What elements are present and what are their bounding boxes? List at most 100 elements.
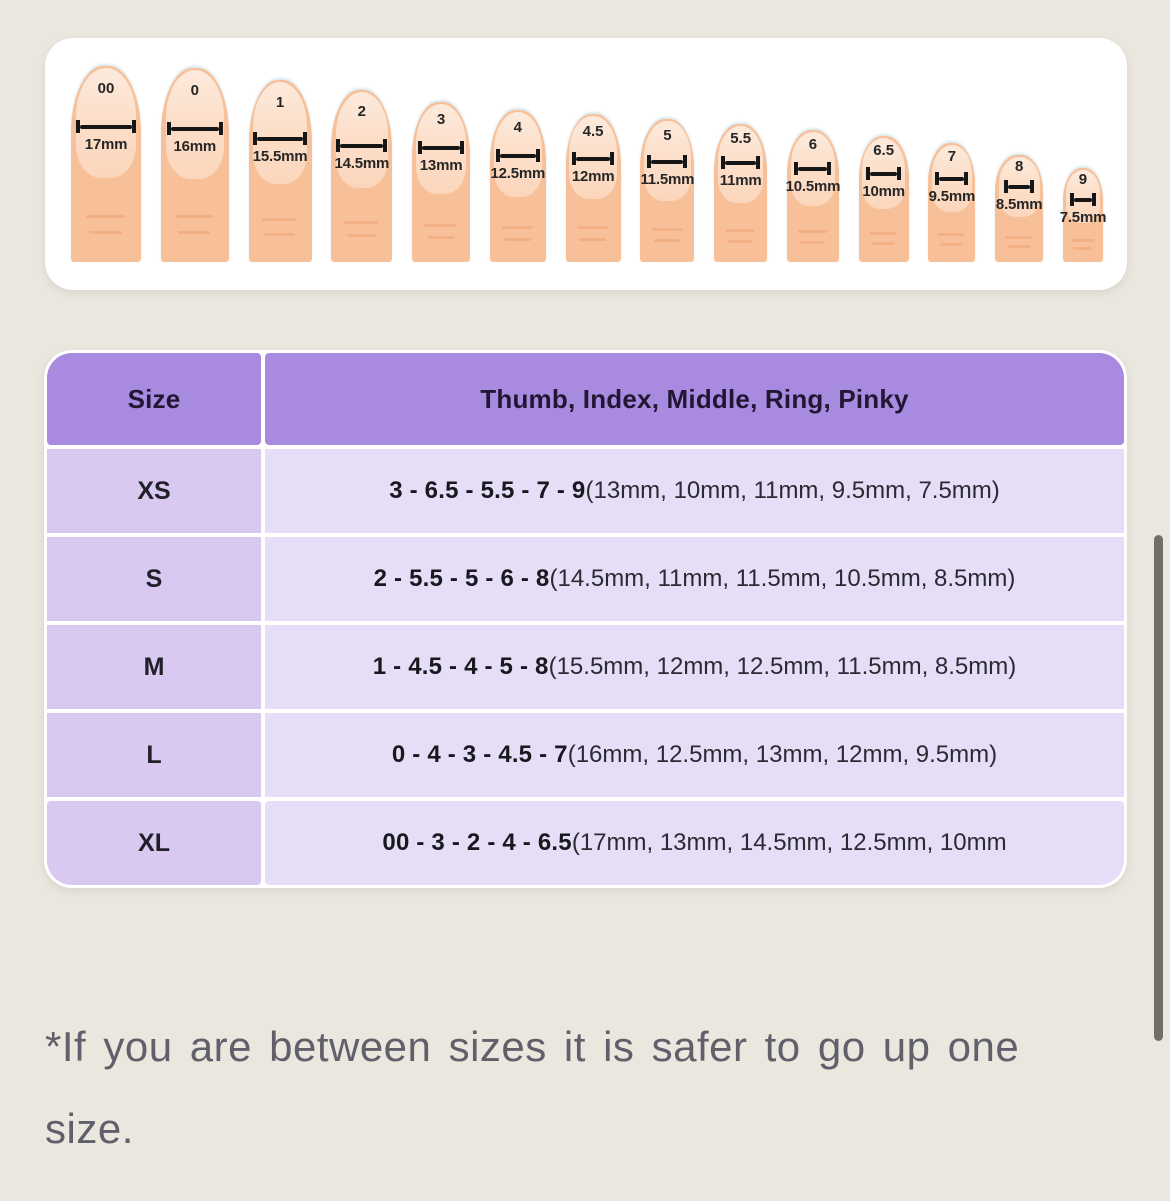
table-row-xs-size: XS (47, 449, 261, 533)
finger-size-8: 8 8.5mm (995, 155, 1044, 262)
mm-label: 10mm (862, 183, 905, 200)
size-label: 00 (97, 80, 115, 97)
mm-label: 14.5mm (334, 155, 390, 172)
table-row-s-size: S (47, 537, 261, 621)
knuckle-crease (426, 236, 455, 240)
finger-size-6: 6 10.5mm (785, 130, 841, 262)
size-label: 5.5 (730, 130, 752, 147)
finger-size-1: 1 15.5mm (248, 80, 312, 262)
scrollbar-thumb[interactable] (1154, 535, 1163, 1041)
nail-size-ruler-card: 00 17mm 0 16mm 1 15.5mm 2 14.5mm (45, 38, 1127, 290)
size-label: 4 (513, 119, 522, 136)
mm-label: 7.5mm (1059, 209, 1107, 226)
knuckle-crease (651, 227, 682, 231)
size-label: 6 (808, 136, 818, 153)
footnote: *If you are between sizes it is safer to… (45, 1023, 1020, 1152)
knuckle-crease (264, 232, 295, 236)
finger-size-7: 7 9.5mm (928, 143, 976, 262)
mm-label: 16mm (173, 138, 217, 155)
knuckle-crease (1005, 236, 1033, 240)
knuckle-crease (261, 218, 298, 222)
mm-label: 10.5mm (785, 178, 841, 195)
measure-bar (866, 167, 902, 180)
size-label: 8 (1015, 158, 1024, 175)
knuckle-crease (88, 230, 123, 234)
measure-bar (794, 162, 832, 175)
combo-sizes: 00 - 3 - 2 - 4 - 6.5 (382, 829, 572, 856)
finger-size-00: 00 17mm (71, 66, 141, 262)
combo-mm: (15.5mm, 12mm, 12.5mm, 11.5mm, 8.5mm) (548, 653, 1017, 680)
finger-size-5: 5 11.5mm (640, 119, 694, 262)
size-label: 6.5 (873, 142, 895, 159)
knuckle-crease (579, 238, 606, 242)
mm-label: 11.5mm (640, 171, 695, 188)
knuckle-crease (501, 225, 533, 229)
knuckle-crease (175, 215, 214, 219)
combo-mm: (13mm, 10mm, 11mm, 9.5mm, 7.5mm) (585, 477, 1000, 504)
knuckle-crease (577, 226, 608, 230)
size-label: 1 (275, 94, 285, 111)
table-row-l-combo: 0 - 4 - 3 - 4.5 - 7 (16mm, 12.5mm, 13mm,… (265, 713, 1124, 797)
knuckle-crease (869, 231, 898, 235)
table-row-xs-combo: 3 - 6.5 - 5.5 - 7 - 9 (13mm, 10mm, 11mm,… (265, 449, 1124, 533)
size-label: 2 (357, 103, 366, 120)
size-label: 3 (436, 111, 446, 128)
mm-label: 12.5mm (490, 165, 546, 182)
measure-bar (166, 122, 223, 135)
combo-sizes: 3 - 6.5 - 5.5 - 7 - 9 (389, 477, 586, 504)
finger-size-0: 0 16mm (160, 68, 229, 262)
finger-size-9: 9 7.5mm (1060, 168, 1106, 262)
finger-size-3: 3 13mm (412, 102, 471, 262)
knuckle-crease (653, 239, 680, 243)
knuckle-crease (871, 241, 896, 245)
knuckle-crease (799, 240, 825, 244)
size-label: 4.5 (582, 123, 604, 140)
table-row-l-size: L (47, 713, 261, 797)
measure-bar (336, 139, 388, 152)
mm-label: 12mm (571, 168, 615, 185)
measure-bar (1004, 180, 1035, 193)
finger-size-4-5: 4.5 12mm (565, 114, 621, 262)
mm-label: 13mm (419, 157, 463, 174)
knuckle-crease (940, 242, 963, 246)
finger-size-4: 4 12.5mm (489, 110, 546, 262)
knuckle-crease (344, 220, 379, 224)
table-row-xl-combo: 00 - 3 - 2 - 4 - 6.5 (17mm, 13mm, 14.5mm… (265, 801, 1124, 885)
mm-label: 15.5mm (252, 148, 308, 165)
knuckle-crease (1072, 246, 1093, 250)
knuckle-crease (1071, 239, 1094, 243)
size-label: 0 (190, 82, 199, 99)
table-header-fingers: Thumb, Index, Middle, Ring, Pinky (265, 353, 1124, 445)
knuckle-crease (797, 230, 827, 234)
table-row-s-combo: 2 - 5.5 - 5 - 6 - 8 (14.5mm, 11mm, 11.5m… (265, 537, 1124, 621)
table-row-m-size: M (47, 625, 261, 709)
measure-bar (1069, 193, 1096, 206)
measure-bar (647, 155, 688, 168)
knuckle-crease (503, 237, 531, 241)
size-label: 7 (947, 148, 957, 165)
table-row-xl-size: XL (47, 801, 261, 885)
mm-label: 11mm (719, 172, 762, 189)
measure-bar (495, 149, 540, 162)
measure-bar (721, 156, 761, 169)
combo-sizes: 0 - 4 - 3 - 4.5 - 7 (391, 741, 568, 768)
knuckle-crease (1007, 244, 1031, 248)
measure-bar (418, 141, 465, 154)
size-label: 9 (1078, 171, 1088, 188)
combo-sizes: 1 - 4.5 - 4 - 5 - 8 (372, 653, 549, 680)
knuckle-crease (177, 230, 211, 234)
measure-bar (572, 152, 615, 165)
finger-size-5-5: 5.5 11mm (714, 124, 768, 262)
size-label: 5 (663, 127, 672, 144)
size-table: Size Thumb, Index, Middle, Ring, Pinky X… (44, 350, 1127, 888)
knuckle-crease (725, 228, 755, 232)
knuckle-crease (938, 233, 965, 237)
mm-label: 17mm (84, 136, 128, 153)
finger-size-2: 2 14.5mm (331, 90, 393, 262)
knuckle-crease (727, 239, 753, 243)
measure-bar (76, 120, 136, 133)
combo-mm: (17mm, 13mm, 14.5mm, 12.5mm, 10mm (571, 829, 1007, 856)
combo-mm: (14.5mm, 11mm, 11.5mm, 10.5mm, 8.5mm) (549, 565, 1016, 592)
combo-mm: (16mm, 12.5mm, 13mm, 12mm, 9.5mm) (567, 741, 998, 768)
